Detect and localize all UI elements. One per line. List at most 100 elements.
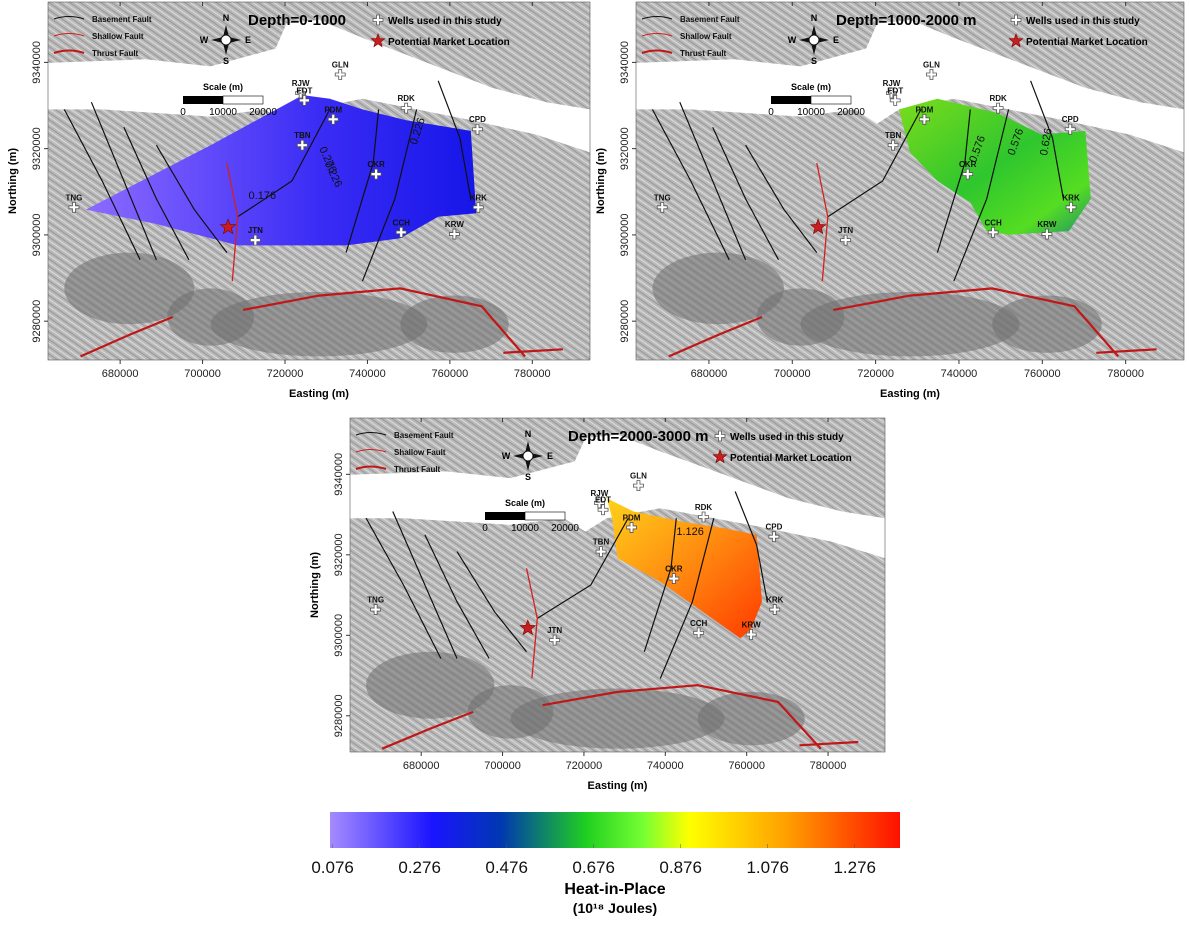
- scale-label: 20000: [837, 107, 865, 118]
- y-tick-label: 9280000: [619, 300, 631, 343]
- legend-label: Shallow Fault: [394, 448, 446, 457]
- y-tick-label: 9340000: [619, 41, 631, 84]
- well-label: PDM: [324, 105, 342, 114]
- scale-bar-white: [811, 96, 851, 104]
- figure: 0.2760.2260.2260.176TNGRJWEDTGLNPDMTBNRD…: [0, 0, 1190, 931]
- legend-label: Basement Fault: [680, 15, 740, 24]
- well-label: EDT: [595, 496, 611, 505]
- x-tick-label: 700000: [484, 760, 521, 772]
- well-label: KRW: [1037, 220, 1056, 229]
- y-tick-label: 9300000: [619, 214, 631, 257]
- well-label: GLN: [923, 60, 940, 69]
- scale-bar-black: [771, 96, 811, 104]
- well-label: JTN: [248, 226, 263, 235]
- well-label: CCH: [393, 218, 411, 227]
- x-tick-label: 760000: [1024, 368, 1061, 380]
- x-axis-label: Easting (m): [880, 388, 940, 400]
- well-label: RDK: [695, 503, 713, 512]
- well-label: TBN: [885, 131, 902, 140]
- compass-letter: N: [525, 429, 532, 439]
- well-label: RDK: [398, 94, 416, 103]
- x-tick-label: 760000: [432, 368, 469, 380]
- mountain-relief: [992, 296, 1102, 353]
- legend-label: Shallow Fault: [680, 32, 732, 41]
- scale-title: Scale (m): [791, 82, 831, 92]
- colorbar-tick-label: 1.276: [833, 858, 876, 877]
- x-tick-label: 760000: [728, 760, 765, 772]
- y-tick-label: 9320000: [31, 127, 43, 170]
- x-tick-label: 720000: [566, 760, 603, 772]
- well-label: TNG: [654, 193, 671, 202]
- depth-title: Depth=2000-3000 m: [568, 428, 709, 445]
- legend-label: Thrust Fault: [394, 465, 441, 474]
- well-label: TNG: [367, 596, 384, 605]
- x-tick-label: 720000: [267, 368, 304, 380]
- y-tick-label: 9300000: [333, 614, 345, 657]
- scale-label: 20000: [249, 107, 277, 118]
- colorbar-gradient: [330, 812, 900, 848]
- scale-bar-black: [183, 96, 223, 104]
- well-label: KRW: [742, 620, 761, 629]
- x-tick-label: 740000: [941, 368, 978, 380]
- well-label: TBN: [294, 131, 311, 140]
- y-axis-label: Northing (m): [595, 148, 607, 214]
- scale-label: 10000: [511, 523, 539, 534]
- compass-letter: E: [833, 35, 839, 45]
- well-label: CPD: [469, 115, 486, 124]
- x-tick-label: 680000: [403, 760, 440, 772]
- well-label: CKR: [665, 565, 683, 574]
- map-panel: 0.2760.2260.2260.176TNGRJWEDTGLNPDMTBNRD…: [7, 2, 590, 400]
- contour-label: 1.126: [676, 526, 704, 538]
- map-panel: 1.126TNGRJWEDTGLNPDMTBNRDKCPDCKRKRKCCHKR…: [309, 418, 885, 792]
- y-tick-label: 9280000: [333, 694, 345, 737]
- compass-letter: S: [811, 56, 817, 66]
- well-label: CCH: [690, 619, 708, 628]
- compass-letter: S: [223, 56, 229, 66]
- x-axis-label: Easting (m): [588, 780, 648, 792]
- well-label: CKR: [367, 160, 385, 169]
- y-tick-label: 9340000: [31, 41, 43, 84]
- scale-label: 10000: [797, 107, 825, 118]
- well-label: KRW: [445, 220, 464, 229]
- compass-letter: W: [502, 451, 511, 461]
- colorbar-tick-label: 0.276: [398, 858, 441, 877]
- scale-label: 0: [482, 523, 488, 534]
- well-label: PDM: [623, 513, 641, 522]
- well-label: KRK: [1062, 193, 1080, 202]
- scale-label: 10000: [209, 107, 237, 118]
- y-tick-label: 9340000: [333, 453, 345, 496]
- legend-label: Wells used in this study: [1026, 16, 1140, 27]
- y-axis-label: Northing (m): [7, 148, 19, 214]
- well-label: CPD: [1062, 115, 1079, 124]
- legend-label: Thrust Fault: [680, 49, 727, 58]
- well-label: RDK: [989, 94, 1007, 103]
- compass-letter: W: [200, 35, 209, 45]
- legend-label: Basement Fault: [394, 431, 454, 440]
- y-tick-label: 9300000: [31, 214, 43, 257]
- colorbar-tick-label: 0.676: [572, 858, 615, 877]
- well-label: GLN: [630, 472, 647, 481]
- y-tick-label: 9320000: [619, 127, 631, 170]
- well-label: PDM: [915, 105, 933, 114]
- legend-label: Shallow Fault: [92, 32, 144, 41]
- scale-label: 0: [768, 107, 774, 118]
- x-axis-label: Easting (m): [289, 388, 349, 400]
- colorbar-tick-label: 1.076: [746, 858, 789, 877]
- legend-label: Wells used in this study: [730, 432, 844, 443]
- well-label: TBN: [593, 538, 610, 547]
- well-label: EDT: [296, 86, 312, 95]
- well-label: EDT: [887, 86, 903, 95]
- legend-label: Wells used in this study: [388, 16, 502, 27]
- y-tick-label: 9320000: [333, 533, 345, 576]
- scale-bar-white: [223, 96, 263, 104]
- contour-label: 0.176: [249, 190, 277, 202]
- page: 0.2760.2260.2260.176TNGRJWEDTGLNPDMTBNRD…: [0, 0, 1190, 931]
- scale-label: 20000: [551, 523, 579, 534]
- scale-title: Scale (m): [505, 498, 545, 508]
- colorbar-unit: (10¹⁸ Joules): [573, 900, 657, 916]
- compass-letter: E: [245, 35, 251, 45]
- scale-label: 0: [180, 107, 186, 118]
- scale-title: Scale (m): [203, 82, 243, 92]
- colorbar: 0.0760.2760.4760.6760.8761.0761.276Heat-…: [311, 812, 900, 916]
- well-label: CCH: [984, 218, 1002, 227]
